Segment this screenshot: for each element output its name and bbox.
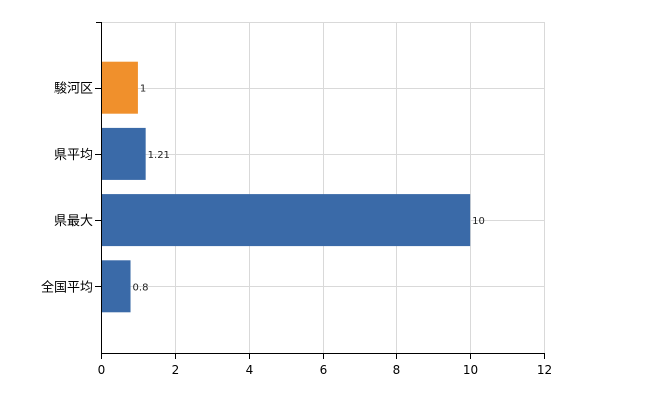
x-tick-label: 2 <box>172 363 180 377</box>
x-tick-label: 12 <box>537 363 552 377</box>
category-label: 県最大 <box>54 214 93 229</box>
x-tick-label: 0 <box>98 363 106 377</box>
bar <box>101 61 138 114</box>
data-label: 10 <box>472 216 485 227</box>
gridlines <box>101 22 545 353</box>
category-label: 全国平均 <box>41 279 93 295</box>
data-label: 0.8 <box>133 282 149 293</box>
bar <box>101 194 471 247</box>
x-tick-label: 6 <box>320 363 328 377</box>
x-tick-label: 10 <box>463 363 478 377</box>
data-label: 1.21 <box>148 150 170 161</box>
axes <box>95 22 545 359</box>
category-label: 駿河区 <box>54 82 93 97</box>
bar <box>101 127 146 180</box>
bar <box>101 260 131 313</box>
x-tick-label: 8 <box>393 363 401 377</box>
category-label: 県平均 <box>54 148 93 163</box>
bars <box>101 61 471 313</box>
x-tick-label: 4 <box>246 363 254 377</box>
data-label: 1 <box>140 84 146 95</box>
